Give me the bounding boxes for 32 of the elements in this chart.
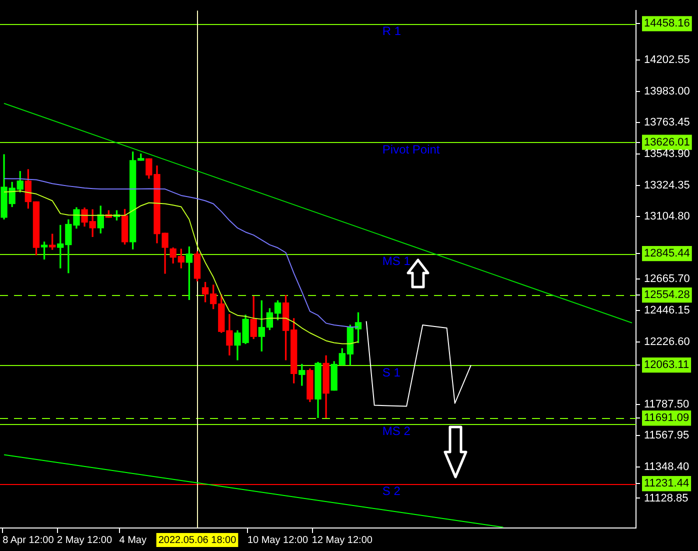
ref-line-label: MS 1 xyxy=(382,254,411,268)
y-tick-label: 12845.44 xyxy=(644,248,690,260)
ref-line-label: MS 2 xyxy=(382,424,411,438)
y-tick-label: 12063.11 xyxy=(644,359,690,372)
ref-line-label: S 2 xyxy=(382,484,401,498)
x-tick-label: 8 Apr 12:00 xyxy=(2,534,54,546)
y-tick-label: 13324.35 xyxy=(644,179,690,192)
x-tick-label: 2022.05.06 18:00 xyxy=(158,534,237,546)
x-tick-label: 4 May xyxy=(119,534,146,546)
y-tick-label: 14458.16 xyxy=(644,18,690,30)
y-tick-label: 13104.80 xyxy=(644,210,690,223)
y-tick-label: 11128.85 xyxy=(644,492,688,504)
y-tick-label: 12226.60 xyxy=(644,336,690,348)
y-tick-label: 12554.28 xyxy=(644,289,690,302)
x-tick-label: 10 May 12:00 xyxy=(247,534,308,546)
y-tick-label: 13626.01 xyxy=(644,136,690,148)
y-tick-label: 11567.95 xyxy=(644,430,690,442)
y-tick-label: 14202.55 xyxy=(644,54,690,66)
y-tick-label: 12665.70 xyxy=(644,273,690,286)
y-tick-label: 11691.09 xyxy=(644,412,690,424)
y-tick-label: 12446.15 xyxy=(644,304,690,316)
ref-line-label: R 1 xyxy=(382,24,402,38)
x-tick-label: 2 May 12:00 xyxy=(57,534,112,546)
ref-line-label: S 1 xyxy=(382,365,401,380)
y-tick-label: 11231.44 xyxy=(644,478,690,490)
ref-line-label: Pivot Point xyxy=(382,142,440,157)
y-tick-label: 11348.40 xyxy=(644,460,690,473)
y-tick-label: 13983.00 xyxy=(644,85,690,98)
x-tick-label: 12 May 12:00 xyxy=(312,534,373,546)
y-tick-label: 13543.90 xyxy=(644,148,690,160)
y-tick-label: 11787.50 xyxy=(644,398,690,410)
y-tick-label: 13763.45 xyxy=(644,116,690,129)
